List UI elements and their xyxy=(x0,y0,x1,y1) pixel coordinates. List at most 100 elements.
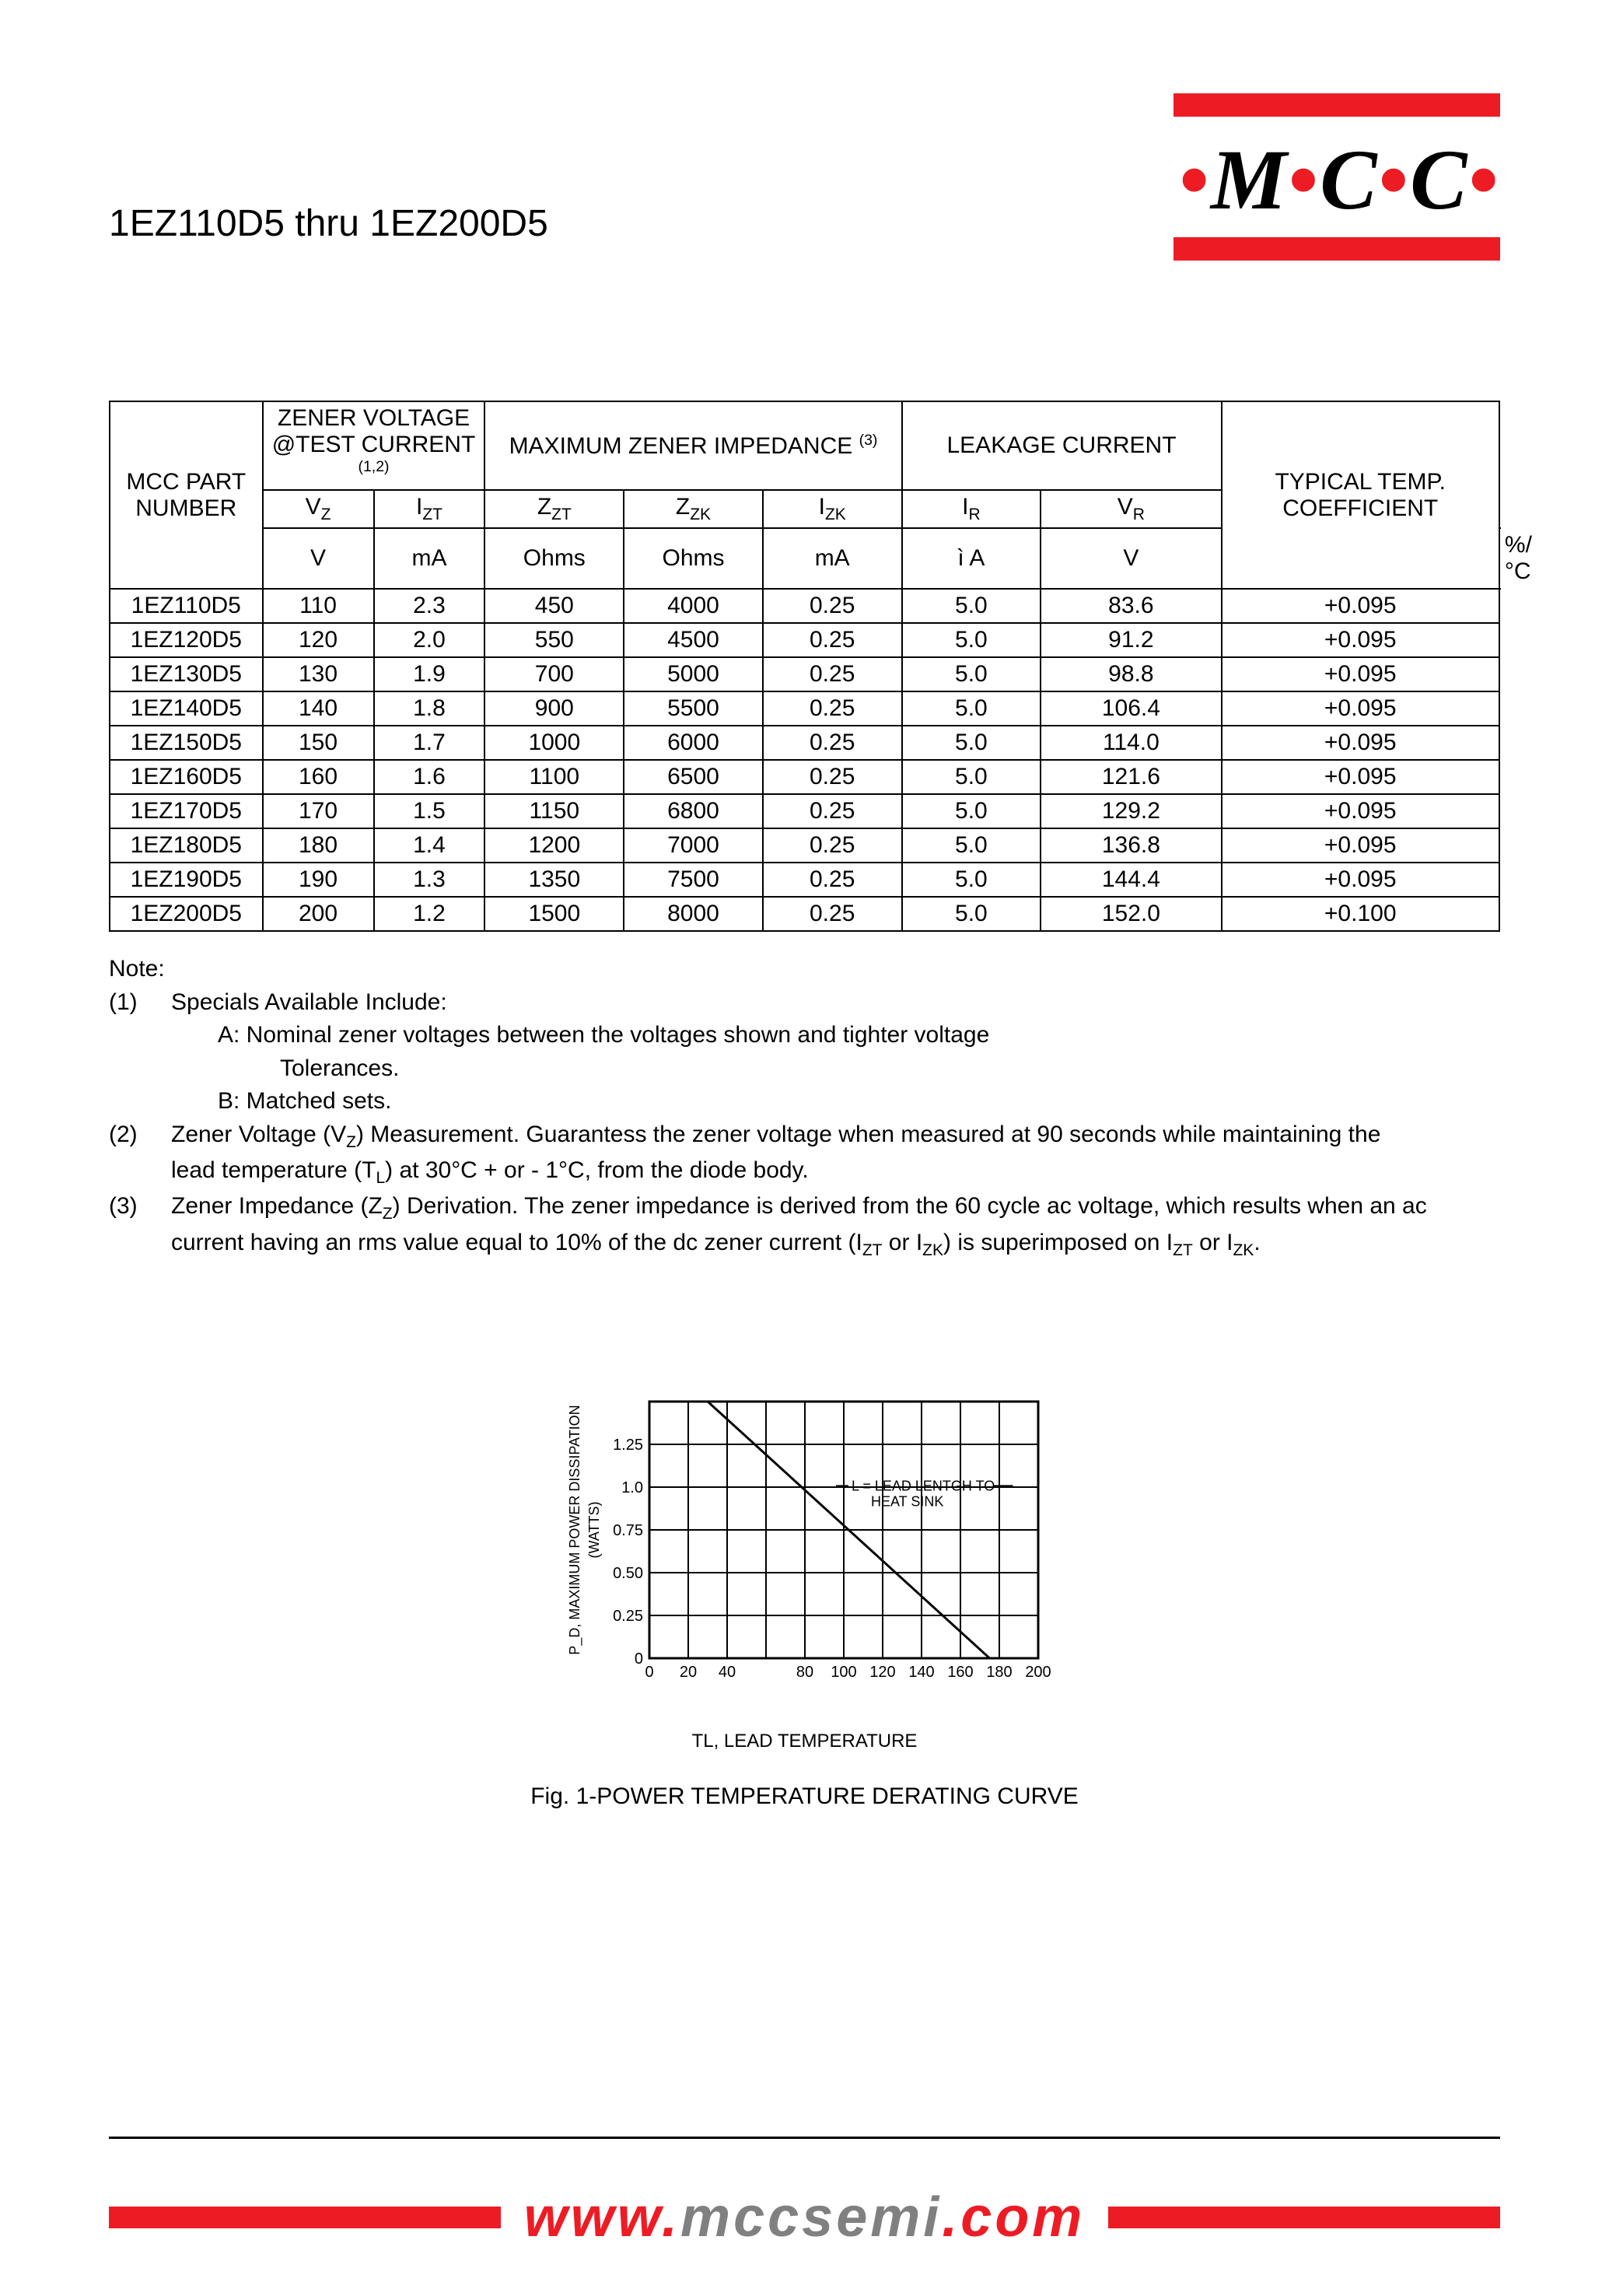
svg-text:100: 100 xyxy=(831,1664,856,1681)
cell-izk: 0.25 xyxy=(763,897,902,931)
cell-zzt: 550 xyxy=(484,623,624,657)
cell-vr: 91.2 xyxy=(1041,623,1221,657)
table-row: 1EZ120D51202.055045000.255.091.2+0.095 xyxy=(110,623,1499,657)
cell-vz: 110 xyxy=(263,589,374,623)
sym-izt: IZT xyxy=(374,490,485,528)
notes-heading: Note: xyxy=(109,954,1500,985)
electrical-characteristics-table: MCC PART NUMBER ZENER VOLTAGE @TEST CURR… xyxy=(109,401,1500,932)
note-number: (3) xyxy=(109,1191,171,1225)
note-text: Tolerances. xyxy=(171,1053,1500,1085)
cell-vz: 120 xyxy=(263,623,374,657)
cell-izk: 0.25 xyxy=(763,623,902,657)
cell-vr: 106.4 xyxy=(1041,691,1221,726)
note-line: B: Matched sets. xyxy=(109,1086,1500,1118)
cell-zzk: 6800 xyxy=(624,794,763,828)
cell-zzt: 1200 xyxy=(484,828,624,863)
note-line: Tolerances. xyxy=(109,1053,1500,1085)
page-header: 1EZ110D5 thru 1EZ200D5 •M•C•C• xyxy=(109,93,1500,261)
notes-section: Note: (1)Specials Available Include:A: N… xyxy=(109,954,1500,1262)
svg-text:0.75: 0.75 xyxy=(613,1522,643,1539)
note-number xyxy=(109,1020,171,1052)
svg-text:1.25: 1.25 xyxy=(613,1437,643,1454)
logo-dot-icon: • xyxy=(1179,132,1211,227)
col-header-leakage: LEAKAGE CURRENT xyxy=(902,401,1222,490)
zener-voltage-sup: (1,2) xyxy=(358,458,389,475)
col-header-tempco: TYPICAL TEMP. COEFFICIENT xyxy=(1222,401,1499,589)
logo-letter-c1: C xyxy=(1320,132,1378,227)
cell-izk: 0.25 xyxy=(763,726,902,760)
cell-part: 1EZ190D5 xyxy=(110,863,263,897)
chart-figure-caption: Fig. 1-POWER TEMPERATURE DERATING CURVE xyxy=(109,1783,1500,1810)
note-text: A: Nominal zener voltages between the vo… xyxy=(171,1020,1500,1052)
sym-zzt: ZZT xyxy=(484,490,624,528)
svg-text:0.25: 0.25 xyxy=(613,1608,643,1625)
svg-text:0: 0 xyxy=(634,1650,642,1668)
svg-text:L = LEAD LENTGH TO: L = LEAD LENTGH TO xyxy=(852,1478,995,1493)
note-line: lead temperature (TL) at 30°C + or - 1°C… xyxy=(109,1155,1500,1189)
cell-tc: +0.095 xyxy=(1222,828,1499,863)
cell-vz: 190 xyxy=(263,863,374,897)
zener-voltage-label: ZENER VOLTAGE @TEST CURRENT xyxy=(272,405,476,457)
cell-vr: 114.0 xyxy=(1041,726,1221,760)
cell-zzk: 6500 xyxy=(624,760,763,794)
url-part-domain: mccsemi xyxy=(680,2186,942,2249)
cell-izk: 0.25 xyxy=(763,760,902,794)
cell-zzt: 1000 xyxy=(484,726,624,760)
note-line: current having an rms value equal to 10%… xyxy=(109,1227,1500,1262)
note-text: B: Matched sets. xyxy=(171,1086,1500,1118)
cell-izt: 2.0 xyxy=(374,623,485,657)
logo-bottom-bar xyxy=(1174,237,1500,261)
note-line: (3)Zener Impedance (ZZ) Derivation. The … xyxy=(109,1191,1500,1225)
cell-vz: 140 xyxy=(263,691,374,726)
svg-text:160: 160 xyxy=(947,1664,973,1681)
col-header-part: MCC PART NUMBER xyxy=(110,401,263,589)
cell-part: 1EZ160D5 xyxy=(110,760,263,794)
logo-text: •M•C•C• xyxy=(1174,131,1500,229)
cell-izt: 1.7 xyxy=(374,726,485,760)
cell-part: 1EZ110D5 xyxy=(110,589,263,623)
cell-ir: 5.0 xyxy=(902,589,1041,623)
cell-vr: 144.4 xyxy=(1041,863,1221,897)
cell-zzt: 450 xyxy=(484,589,624,623)
cell-izk: 0.25 xyxy=(763,691,902,726)
svg-text:40: 40 xyxy=(718,1664,735,1681)
sym-izk: IZK xyxy=(763,490,902,528)
cell-ir: 5.0 xyxy=(902,794,1041,828)
cell-tc: +0.095 xyxy=(1222,657,1499,691)
brand-logo: •M•C•C• xyxy=(1174,93,1500,261)
cell-vz: 180 xyxy=(263,828,374,863)
table-row: 1EZ140D51401.890055000.255.0106.4+0.095 xyxy=(110,691,1499,726)
unit-vz: V xyxy=(263,528,374,589)
cell-ir: 5.0 xyxy=(902,863,1041,897)
note-line: A: Nominal zener voltages between the vo… xyxy=(109,1020,1500,1052)
cell-part: 1EZ140D5 xyxy=(110,691,263,726)
cell-zzk: 5000 xyxy=(624,657,763,691)
svg-text:180: 180 xyxy=(986,1664,1012,1681)
url-part-www: www. xyxy=(524,2186,680,2249)
page-title: 1EZ110D5 thru 1EZ200D5 xyxy=(109,202,548,245)
cell-tc: +0.095 xyxy=(1222,691,1499,726)
url-part-com: .com xyxy=(942,2186,1085,2249)
max-impedance-label: MAXIMUM ZENER IMPEDANCE xyxy=(509,433,859,459)
cell-part: 1EZ180D5 xyxy=(110,828,263,863)
cell-vr: 98.8 xyxy=(1041,657,1221,691)
note-text: lead temperature (TL) at 30°C + or - 1°C… xyxy=(171,1155,1500,1189)
cell-ir: 5.0 xyxy=(902,828,1041,863)
note-number xyxy=(109,1227,171,1262)
note-text: Specials Available Include: xyxy=(171,987,1500,1019)
svg-text:HEAT SINK: HEAT SINK xyxy=(871,1493,943,1509)
unit-izt: mA xyxy=(374,528,485,589)
derating-chart-section: 00.250.500.751.01.2502040801001201401601… xyxy=(109,1386,1500,1810)
cell-izk: 0.25 xyxy=(763,863,902,897)
cell-izt: 1.4 xyxy=(374,828,485,863)
note-text: Zener Impedance (ZZ) Derivation. The zen… xyxy=(171,1191,1500,1225)
sym-ir: IR xyxy=(902,490,1041,528)
unit-zzt: Ohms xyxy=(484,528,624,589)
svg-text:200: 200 xyxy=(1025,1664,1051,1681)
note-number xyxy=(109,1086,171,1118)
cell-zzk: 5500 xyxy=(624,691,763,726)
table-row: 1EZ130D51301.970050000.255.098.8+0.095 xyxy=(110,657,1499,691)
cell-vr: 83.6 xyxy=(1041,589,1221,623)
cell-zzt: 900 xyxy=(484,691,624,726)
page-footer: www.mccsemi.com xyxy=(109,2137,1500,2249)
